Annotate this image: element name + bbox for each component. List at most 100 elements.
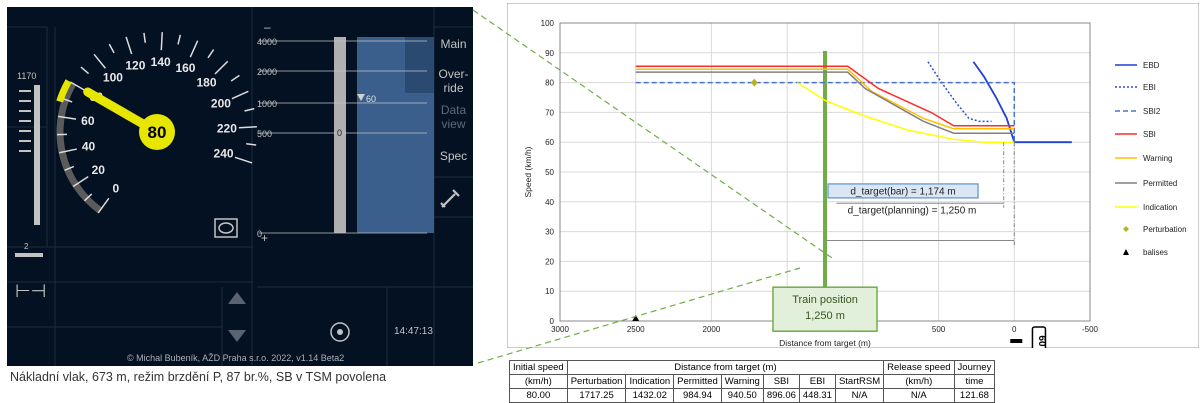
table-header: Release speed [883, 360, 955, 375]
x-tick-label: 500 [932, 325, 946, 334]
distance-label: 4000 [257, 37, 277, 47]
left-scale-bar [34, 85, 40, 225]
speed-tick [59, 148, 77, 154]
speed-label: 160 [175, 61, 195, 75]
speed-sign-label: 60 [1036, 335, 1047, 347]
table-cell: 984.94 [673, 388, 722, 403]
table-cell: 940.50 [720, 388, 764, 403]
train-position-value: 1,250 m [805, 310, 845, 322]
mode-icon [214, 218, 238, 238]
table-header: Journey [953, 360, 996, 375]
speed-tick [62, 97, 73, 103]
table-header: EBI [798, 374, 836, 389]
speed-label: 140 [151, 55, 171, 69]
mode-icon-inner [218, 222, 234, 234]
scroll-down-icon [228, 330, 246, 342]
speed-tick [189, 40, 199, 58]
table-header: Warning [720, 374, 764, 389]
table-header: Initial speed [509, 360, 568, 375]
speed-tick [125, 36, 133, 55]
legend-label: SBI2 [1143, 107, 1161, 116]
y-tick-label: 40 [545, 198, 554, 207]
target-speed-label: 60 [366, 94, 376, 104]
level-indicator [15, 253, 43, 257]
override-button[interactable]: Over- ride [438, 67, 469, 95]
x-tick-label: 2500 [627, 325, 645, 334]
table-cell: 448.31 [798, 388, 836, 403]
y-tick-label: 80 [545, 79, 554, 88]
speed-tick [234, 156, 253, 164]
braking-curve-chart: 0102030405060708090100300025002000150010… [507, 3, 1199, 348]
speed-tick [246, 143, 257, 146]
speed-label: 100 [103, 71, 123, 85]
speed-label: 200 [211, 97, 231, 111]
legend-swatch [1123, 226, 1129, 232]
speed-label: 60 [81, 114, 95, 128]
table-cell: 80.00 [509, 388, 568, 403]
legend-label: EBD [1143, 61, 1160, 70]
x-tick-label: -500 [1082, 325, 1099, 334]
distance-icon: ⊢⊣ [15, 281, 46, 301]
target-marker [357, 94, 365, 101]
distance-label: 500 [257, 129, 272, 139]
speed-tick [160, 32, 163, 51]
y-tick-label: 30 [545, 228, 554, 237]
legend-label: balises [1143, 248, 1168, 257]
speed-tick [177, 34, 182, 45]
y-tick-label: 60 [545, 138, 554, 147]
speed-sign [1031, 326, 1047, 348]
legend-label: Indication [1143, 203, 1177, 212]
distance-label: 2000 [257, 67, 277, 77]
y-tick-label: 10 [545, 287, 554, 296]
speed-label: 0 [113, 182, 120, 196]
settings-icon-center [337, 329, 343, 335]
distance-label: 1000 [257, 99, 277, 109]
left-scale-top-label: 1170 [17, 71, 36, 81]
spec-button[interactable]: Spec [439, 149, 468, 163]
planning-area-dark [405, 37, 434, 93]
speed-tick [70, 81, 87, 92]
speed-tick [80, 66, 90, 75]
clock: 14:47:13 [394, 326, 433, 337]
speed-hub [139, 114, 175, 150]
series-line-ebi [927, 61, 992, 123]
minus-label: – [264, 20, 271, 34]
x-tick-label: 2000 [703, 325, 721, 334]
distance-bar [334, 37, 346, 233]
current-speed: 80 [148, 123, 167, 142]
speed-tick [108, 43, 115, 54]
y-tick-label: 100 [541, 19, 555, 28]
y-axis-label: Speed (km/h) [523, 146, 533, 197]
x-tick-label: 3000 [551, 325, 569, 334]
speed-tick [207, 49, 215, 59]
wrench-icon [440, 189, 460, 208]
legend-label: EBI [1143, 83, 1156, 92]
speed-tick [58, 115, 77, 120]
speed-tick [93, 53, 106, 69]
speed-tick [83, 193, 93, 202]
y-tick-label: 70 [545, 108, 554, 117]
train-position-label: Train position [792, 294, 858, 306]
speed-tick [238, 126, 257, 129]
legend-label: Perturbation [1143, 225, 1187, 234]
left-scale-bottom-label: 2 [24, 242, 29, 251]
data-view-button[interactable]: Data view [440, 103, 467, 131]
speed-tick [64, 165, 75, 171]
speed-label: 40 [82, 140, 96, 154]
results-table: Initial speed Distance from target (m) R… [509, 360, 996, 403]
bar-zero-label: 0 [337, 128, 342, 138]
speed-tick [214, 60, 229, 75]
table-header: SBI [762, 374, 800, 389]
legend-label: Warning [1143, 154, 1173, 163]
main-button[interactable]: Main [440, 37, 467, 51]
speed-label: 240 [214, 147, 234, 161]
speed-tick [231, 90, 249, 100]
legend-label: Permitted [1143, 179, 1177, 188]
table-header: Distance from target (m) [566, 360, 885, 375]
table-cell: 896.06 [762, 388, 800, 403]
series-line-sbi2 [635, 81, 1016, 143]
d-target-planning-label: d_target(planning) = 1,250 m [848, 206, 977, 217]
table-cell: N/A [883, 388, 955, 403]
